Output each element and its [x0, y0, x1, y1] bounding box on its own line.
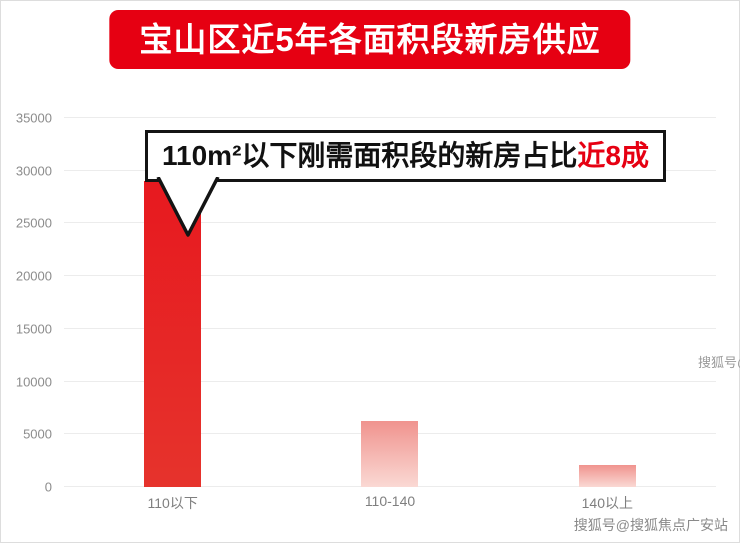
- bar-1: [144, 181, 202, 487]
- bar-2: [361, 420, 419, 487]
- y-tick-label: 5000: [23, 426, 52, 442]
- bar-column: [64, 118, 281, 487]
- bar-3: [578, 464, 636, 487]
- y-axis-labels: 0 5000 10000 15000 20000 25000 30000 35000: [8, 111, 58, 495]
- gridline: [64, 222, 716, 224]
- gridline: [64, 275, 716, 277]
- bar-column: [281, 118, 498, 487]
- chart-title-banner: 宝山区近5年各面积段新房供应: [109, 10, 631, 69]
- y-tick-label: 25000: [15, 215, 52, 231]
- y-tick-label: 15000: [15, 321, 52, 337]
- callout-highlight: 近8成: [577, 140, 649, 171]
- watermark-edge: 搜狐号@搜狐焦点广安站: [698, 355, 740, 370]
- x-axis-label: 110以下: [147, 495, 198, 511]
- bars: [64, 118, 716, 487]
- y-tick-label: 0: [44, 479, 52, 495]
- x-axis-label: 110-140: [364, 493, 416, 509]
- gridline: [64, 117, 716, 118]
- gridline: [64, 327, 716, 329]
- callout-text: 110m²以下刚需面积段的新房占比: [162, 140, 578, 171]
- x-axis-label: 140以上: [581, 495, 633, 511]
- chart: 0 5000 10000 15000 20000 25000 30000 35000 110以…: [8, 90, 732, 520]
- y-tick-label: 35000: [15, 110, 52, 126]
- y-tick-label: 30000: [15, 163, 52, 179]
- callout: 110m²以下刚需面积段的新房占比近8成: [145, 130, 666, 182]
- callout-tail-icon: [156, 177, 220, 237]
- x-axis-labels: 110以下 110-140 140以上: [64, 493, 716, 515]
- y-tick-label: 20000: [15, 268, 52, 284]
- y-tick-label: 10000: [15, 374, 52, 390]
- plot-area: [64, 117, 716, 487]
- gridline: [64, 380, 716, 382]
- bar-column: [499, 118, 716, 487]
- watermark-bottom: 搜狐号@搜狐焦点广安站: [573, 517, 728, 533]
